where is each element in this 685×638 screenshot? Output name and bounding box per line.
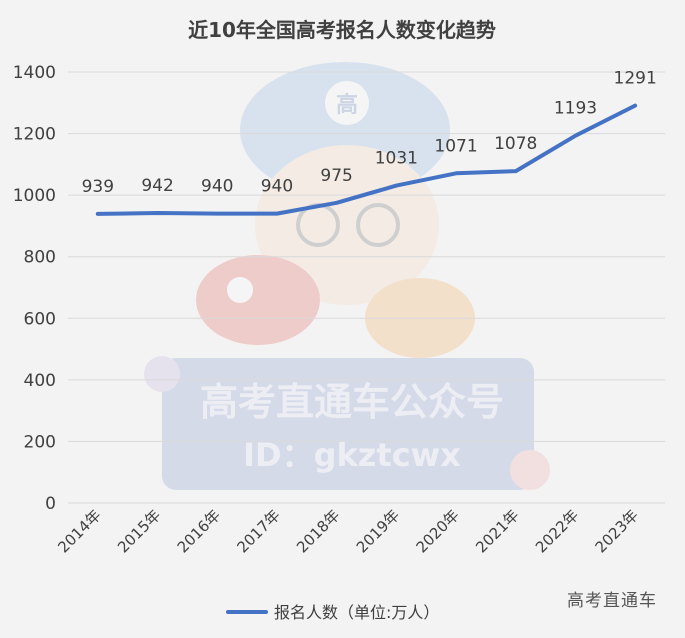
x-tick-label: 2023年 bbox=[592, 506, 642, 556]
data-label: 939 bbox=[82, 177, 114, 197]
data-label: 1078 bbox=[494, 134, 537, 154]
x-axis: 2014年 2015年 2016年 2017年 2018年 2019年 2020年 2021年… bbox=[54, 506, 642, 556]
x-tick-label: 2019年 bbox=[353, 506, 403, 556]
watermark-logo-text: 高考直通车公众号 bbox=[200, 380, 504, 424]
data-label: 1193 bbox=[554, 99, 597, 119]
x-tick-label: 2016年 bbox=[174, 506, 224, 556]
data-label: 940 bbox=[261, 177, 293, 197]
y-tick-label: 400 bbox=[24, 371, 56, 391]
data-label: 975 bbox=[320, 166, 352, 186]
watermark-badge-char: 高 bbox=[336, 92, 358, 118]
watermark-plate bbox=[162, 358, 534, 490]
x-tick-label: 2021年 bbox=[472, 506, 522, 556]
data-label: 1031 bbox=[375, 149, 418, 169]
x-tick-label: 2020年 bbox=[413, 506, 463, 556]
watermark-right-eye bbox=[356, 203, 400, 247]
watermark-flower-left bbox=[144, 356, 180, 392]
gridlines bbox=[68, 71, 665, 504]
data-label: 942 bbox=[141, 176, 173, 196]
watermark-fish-eye bbox=[227, 277, 253, 303]
y-tick-label: 1200 bbox=[13, 125, 56, 145]
watermark-fish-shape bbox=[196, 255, 320, 345]
y-tick-label: 200 bbox=[24, 432, 56, 452]
legend-label: 报名人数（单位:万人） bbox=[274, 603, 439, 622]
watermark-text: 高考直通车公众号 ID：gkztcwx bbox=[200, 380, 504, 474]
watermark-illustration: 高 bbox=[144, 62, 550, 490]
data-label: 940 bbox=[201, 177, 233, 197]
watermark-cap-shape bbox=[240, 62, 450, 198]
watermark-corner-text: 高考直通车 bbox=[567, 591, 657, 611]
series-line bbox=[95, 103, 638, 216]
series bbox=[95, 103, 638, 216]
data-labels: 939 942 940 940 975 1031 1071 1078 1193 1291 bbox=[82, 69, 657, 197]
y-tick-label: 1000 bbox=[13, 186, 56, 206]
x-tick-label: 2014年 bbox=[54, 506, 104, 556]
y-tick-label: 600 bbox=[24, 309, 56, 329]
watermark-logo-id: ID：gkztcwx bbox=[243, 436, 461, 474]
y-tick-label: 800 bbox=[24, 248, 56, 268]
watermark-flower-right bbox=[510, 450, 550, 490]
y-tick-label: 1400 bbox=[13, 63, 56, 83]
legend: 报名人数（单位:万人） bbox=[226, 603, 439, 622]
data-label: 1071 bbox=[434, 136, 477, 156]
chart-title: 近10年全国高考报名人数变化趋势 bbox=[188, 18, 496, 42]
x-tick-label: 2022年 bbox=[532, 506, 582, 556]
x-tick-label: 2017年 bbox=[233, 506, 283, 556]
data-label: 1291 bbox=[614, 69, 657, 89]
y-tick-label: 0 bbox=[45, 494, 56, 514]
watermark-badge-shape bbox=[325, 81, 369, 125]
x-tick-label: 2018年 bbox=[293, 506, 343, 556]
y-axis: 0 200 400 600 800 1000 1200 1400 bbox=[13, 63, 56, 514]
x-tick-label: 2015年 bbox=[114, 506, 164, 556]
